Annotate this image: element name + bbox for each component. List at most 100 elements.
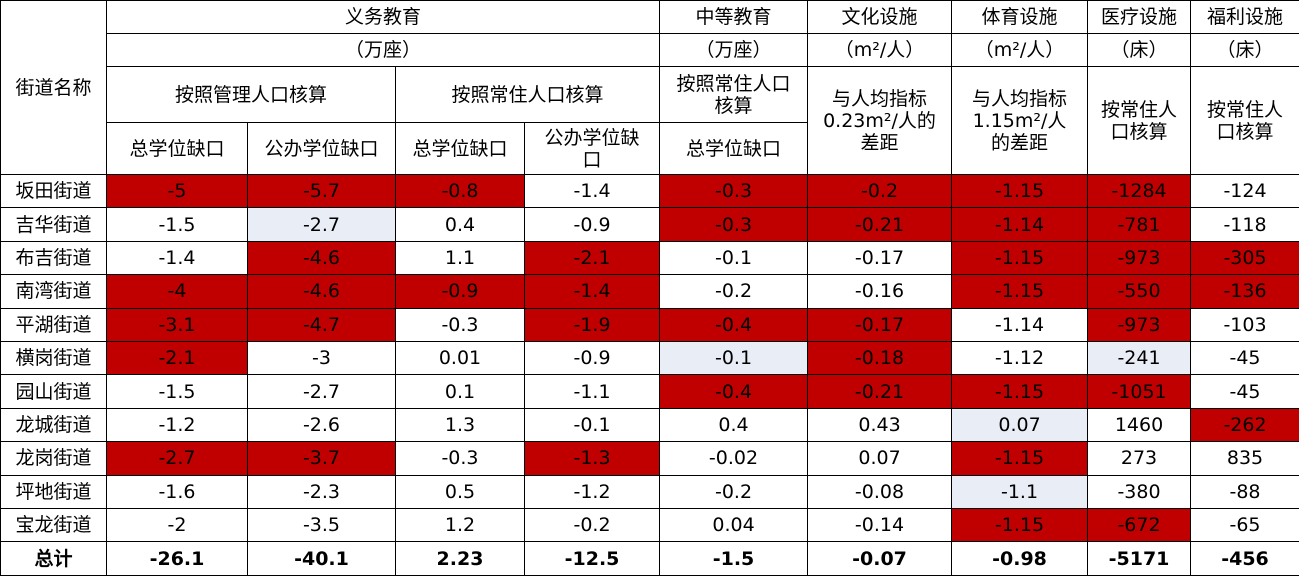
table-cell: -5171 — [1087, 541, 1192, 577]
table-cell: -456 — [1190, 541, 1299, 577]
header-cell: 按照常住人口 核算 — [659, 66, 809, 123]
table-cell: -4 — [106, 274, 248, 309]
table-cell: -3.1 — [106, 307, 248, 342]
table-cell: -26.1 — [106, 541, 248, 577]
header-cell: （床） — [1190, 33, 1299, 67]
table-cell: -0.17 — [807, 307, 953, 342]
header-cell: 与人均指标 0.23m²/人的 差距 — [807, 66, 953, 175]
table-cell: -0.21 — [807, 207, 953, 242]
header-cell: （m²/人） — [951, 33, 1089, 67]
table-cell: 0.01 — [395, 340, 525, 376]
header-cell: （床） — [1087, 33, 1192, 67]
row-label: 园山街道 — [0, 374, 107, 409]
table-cell: -0.2 — [659, 274, 809, 309]
table-row: 平湖街道 -3.1 -4.7 -0.3 -1.9 -0.4 -0.17 -1.14 -973 -1… — [0, 307, 1299, 342]
table-cell: -305 — [1190, 240, 1299, 276]
table-cell: -2 — [106, 507, 248, 543]
table-cell: 0.43 — [807, 407, 953, 443]
table-cell: -0.9 — [523, 340, 661, 376]
table-cell: -0.07 — [807, 541, 953, 577]
table-cell: 0.07 — [951, 407, 1089, 443]
table-cell: 0.5 — [395, 474, 525, 509]
table-row: 坪地街道 -1.6 -2.3 0.5 -1.2 -0.2 -0.08 -1.1 -380 -88 — [0, 474, 1299, 509]
table-cell: 2.23 — [395, 541, 525, 577]
table-cell: -0.1 — [659, 340, 809, 376]
header-cell: 街道名称 — [0, 0, 107, 175]
table-cell: -0.3 — [395, 307, 525, 342]
table-cell: -781 — [1087, 207, 1192, 242]
table-row: 吉华街道 -1.5 -2.7 0.4 -0.9 -0.3 -0.21 -1.14 -781 -11… — [0, 207, 1299, 242]
table-cell: -136 — [1190, 274, 1299, 309]
table-cell: -0.14 — [807, 507, 953, 543]
table-cell: -3 — [247, 340, 396, 376]
total-row: 总计 -26.1 -40.1 2.23 -12.5 -1.5 -0.07 -0.98 -5171… — [0, 541, 1299, 577]
header-cell: 文化设施 — [807, 0, 953, 34]
header-cell: 按照管理人口核算 — [106, 66, 396, 123]
row-label: 总计 — [0, 541, 107, 577]
table-cell: -1.4 — [106, 240, 248, 276]
table-cell: -0.1 — [659, 240, 809, 276]
header-cell: 与人均指标 1.15m²/人 的差距 — [951, 66, 1089, 175]
table-cell: -0.3 — [659, 173, 809, 209]
table-cell: -1.14 — [951, 307, 1089, 342]
table-cell: 1.3 — [395, 407, 525, 443]
table-cell: -0.4 — [659, 374, 809, 409]
table-cell: -1.2 — [106, 407, 248, 443]
table-cell: -1.5 — [106, 374, 248, 409]
table-cell: -550 — [1087, 274, 1192, 309]
table-cell: -88 — [1190, 474, 1299, 509]
table-cell: -973 — [1087, 307, 1192, 342]
table-cell: -2.7 — [247, 207, 396, 242]
table-cell: -45 — [1190, 374, 1299, 409]
table-cell: -1284 — [1087, 173, 1192, 209]
table-cell: -3.7 — [247, 441, 396, 476]
table-cell: -1.14 — [951, 207, 1089, 242]
table-row: 坂田街道 -5 -5.7 -0.8 -1.4 -0.3 -0.2 -1.15 -1284 -124 — [0, 173, 1299, 209]
header-cell: 福利设施 — [1190, 0, 1299, 34]
table-cell: -1.1 — [951, 474, 1089, 509]
table-cell: -45 — [1190, 340, 1299, 376]
table-cell: -0.21 — [807, 374, 953, 409]
table-cell: 0.1 — [395, 374, 525, 409]
table-cell: -0.16 — [807, 274, 953, 309]
table-cell: -1.12 — [951, 340, 1089, 376]
header-cell: 按常住人 口核算 — [1087, 66, 1192, 175]
table-cell: -2.6 — [247, 407, 396, 443]
header-cell: （万座） — [105, 33, 661, 67]
row-label: 布吉街道 — [0, 240, 107, 276]
header-cell: 总学位缺口 — [106, 122, 248, 175]
table-cell: 273 — [1087, 441, 1192, 476]
header-cell: 总学位缺口 — [395, 122, 525, 175]
header-cell: 公办学位缺口 — [247, 122, 396, 175]
table-cell: -0.17 — [807, 240, 953, 276]
table-cell: -0.98 — [951, 541, 1089, 577]
table-cell: -0.18 — [807, 340, 953, 376]
table-cell: -1.15 — [951, 507, 1089, 543]
table-cell: -0.9 — [523, 207, 661, 242]
table-cell: -0.8 — [395, 173, 525, 209]
table-cell: 0.4 — [659, 407, 809, 443]
row-label: 坂田街道 — [0, 173, 107, 209]
table-cell: -4.6 — [247, 240, 396, 276]
header-cell: 按常住人 口核算 — [1190, 66, 1299, 175]
table-cell: -0.02 — [659, 441, 809, 476]
table-cell: -2.1 — [106, 340, 248, 376]
table-cell: 0.04 — [659, 507, 809, 543]
table-cell: -1.15 — [951, 173, 1089, 209]
table-cell: -1.4 — [523, 274, 661, 309]
table-cell: -1.3 — [523, 441, 661, 476]
table-cell: -0.9 — [395, 274, 525, 309]
table-cell: -0.4 — [659, 307, 809, 342]
table-cell: -1.15 — [951, 374, 1089, 409]
table-cell: -0.3 — [659, 207, 809, 242]
header-cell: （m²/人） — [807, 33, 953, 67]
table-row: 南湾街道 -4 -4.6 -0.9 -1.4 -0.2 -0.16 -1.15 -550 -136 — [0, 274, 1299, 309]
table-row: 龙城街道 -1.2 -2.6 1.3 -0.1 0.4 0.43 0.07 1460 -262 — [0, 407, 1299, 443]
row-label: 横岗街道 — [0, 340, 107, 376]
table-cell: -1.1 — [523, 374, 661, 409]
table-cell: -1.4 — [523, 173, 661, 209]
row-label: 龙城街道 — [0, 407, 107, 443]
table-cell: -1.2 — [523, 474, 661, 509]
table-cell: 0.4 — [395, 207, 525, 242]
